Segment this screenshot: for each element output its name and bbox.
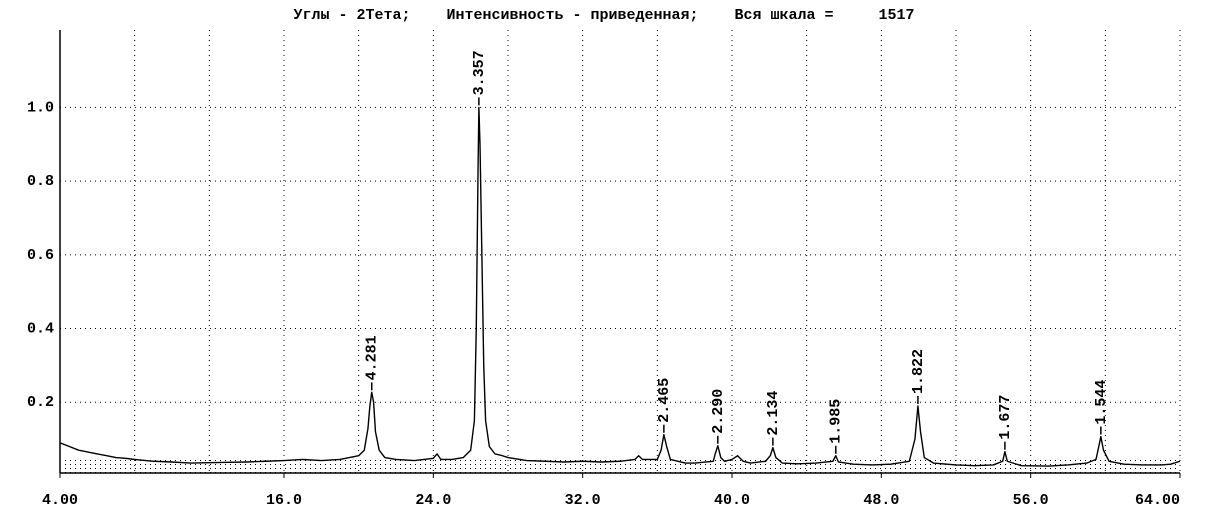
peak-label: 2.290 [710, 389, 727, 434]
y-tick-label: 1.0 [27, 99, 54, 116]
x-tick-label: 24.0 [415, 492, 451, 509]
y-tick-label: 0.2 [27, 394, 54, 411]
peak-label: 3.357 [471, 50, 488, 95]
x-tick-label: 56.0 [1013, 492, 1049, 509]
x-tick-label: 4.00 [42, 492, 78, 509]
peak-label: 1.677 [997, 395, 1014, 440]
peak-label: 2.134 [765, 391, 782, 436]
peak-label: 1.985 [828, 399, 845, 444]
y-tick-label: 0.6 [27, 247, 54, 264]
y-tick-label: 0.4 [27, 321, 54, 338]
chart-title: Углы - 2Тета; Интенсивность - приведенна… [293, 7, 914, 24]
spectrum-line [59, 106, 1181, 467]
x-tick-label: 48.0 [863, 492, 899, 509]
peak-label: 4.281 [364, 335, 381, 380]
peak-label: 2.465 [656, 378, 673, 423]
x-tick-label: 64.00 [1135, 492, 1180, 509]
x-tick-label: 40.0 [714, 492, 750, 509]
peak-label: 1.544 [1093, 380, 1110, 425]
x-tick-label: 32.0 [565, 492, 601, 509]
peak-label: 1.822 [910, 349, 927, 394]
baseline-stipple [61, 458, 1180, 473]
x-tick-label: 16.0 [266, 492, 302, 509]
y-tick-label: 0.8 [27, 173, 54, 190]
